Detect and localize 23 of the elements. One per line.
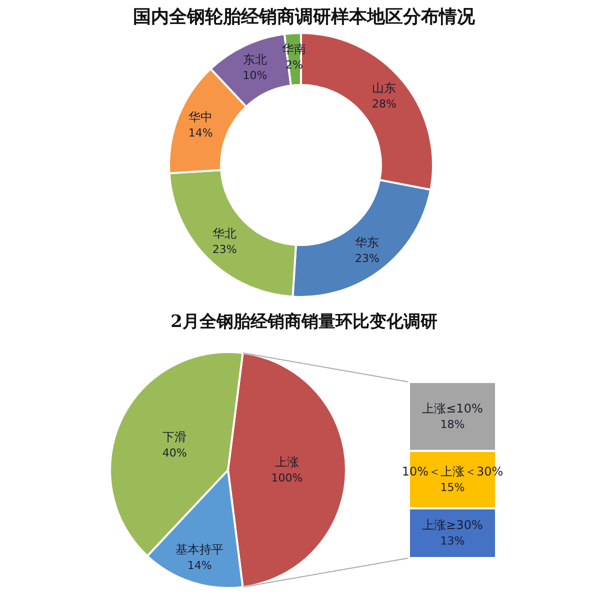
- data-label: 23%: [212, 242, 237, 256]
- data-label: 28%: [372, 98, 396, 111]
- data-label: 23%: [354, 252, 380, 265]
- slice-label: 东北: [243, 52, 268, 66]
- slice-label: 基本持平: [176, 542, 224, 557]
- slice-label: 华东: [355, 235, 380, 250]
- slice-label: 下滑: [162, 430, 187, 444]
- slice-label: 华中: [188, 110, 213, 124]
- chart-title: 国内全钢轮胎经销商调研样本地区分布情况: [133, 6, 476, 28]
- data-label: 40%: [162, 446, 187, 460]
- series-label: 上涨≥30%: [422, 518, 483, 532]
- data-label: 15%: [440, 481, 465, 494]
- data-label: 18%: [440, 418, 465, 431]
- text: 100%: [271, 472, 303, 484]
- chart-title: 2月全钢胎经销商销量环比变化调研: [170, 312, 438, 332]
- series-label: 上涨≤10%: [422, 401, 483, 416]
- data-label: 14%: [187, 559, 212, 572]
- slice-label: 华北: [212, 226, 237, 240]
- data-label: 13%: [440, 534, 465, 548]
- slice-label: 山东: [372, 81, 396, 96]
- data-label: 14%: [188, 126, 213, 140]
- data-label: 10%: [242, 68, 268, 82]
- slice-label: 上涨: [275, 455, 299, 469]
